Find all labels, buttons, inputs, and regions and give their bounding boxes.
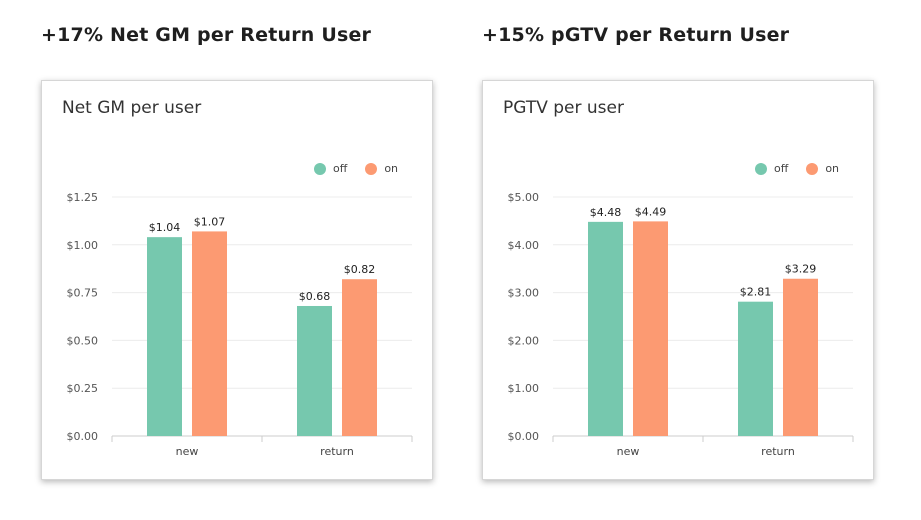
- bar-value-label: $0.82: [344, 263, 376, 276]
- y-tick-label: $1.25: [67, 191, 99, 204]
- bar-off-return: [738, 301, 773, 436]
- legend-swatch-on: [806, 162, 819, 175]
- bar-on-new: [633, 221, 668, 436]
- legend-label-on: on: [384, 162, 399, 175]
- bar-value-label: $0.68: [299, 290, 331, 303]
- bar-on-new: [192, 231, 227, 436]
- bar-value-label: $1.07: [194, 215, 226, 228]
- bar-value-label: $4.48: [590, 206, 622, 219]
- chart-plot-area: $0.00 $0.25 $0.50 $0.75 $1.00 $1.25 $1.04 $1.07…: [67, 191, 413, 458]
- legend-item-on[interactable]: on: [806, 162, 839, 175]
- chart-legend: off on: [314, 162, 398, 175]
- y-tick-label: $3.00: [508, 287, 540, 300]
- headline-pgtv: +15% pGTV per Return User: [482, 24, 790, 46]
- chart-legend: off on: [755, 162, 839, 175]
- headline-net-gm: +17% Net GM per Return User: [41, 24, 372, 46]
- legend-item-off[interactable]: off: [755, 162, 788, 175]
- legend-item-off[interactable]: off: [314, 162, 347, 175]
- chart-card-pgtv: PGTV per user off on $0.00 $1.00 $2.00 $3.0…: [482, 80, 874, 480]
- y-tick-label: $0.00: [67, 430, 99, 443]
- chart-title: Net GM per user: [62, 98, 202, 118]
- x-tick-label: return: [761, 445, 795, 458]
- x-tick-label: new: [176, 445, 199, 458]
- bar-on-return: [342, 279, 377, 436]
- legend-swatch-on: [365, 162, 378, 175]
- bar-value-label: $2.81: [740, 286, 772, 299]
- chart-card-net-gm: Net GM per user off on $0.00 $0.25 $0.50 $0…: [41, 80, 433, 480]
- y-tick-label: $0.00: [508, 430, 540, 443]
- x-tick-label: return: [320, 445, 354, 458]
- y-tick-label: $0.25: [67, 382, 99, 395]
- bar-value-label: $1.04: [149, 221, 181, 234]
- bar-off-new: [147, 237, 182, 436]
- legend-swatch-off: [314, 162, 326, 175]
- y-tick-label: $5.00: [508, 191, 540, 204]
- legend-swatch-off: [755, 162, 767, 175]
- legend-label-off: off: [774, 162, 789, 175]
- y-tick-label: $1.00: [508, 382, 540, 395]
- y-tick-label: $2.00: [508, 334, 540, 347]
- bar-on-return: [783, 278, 818, 436]
- bar-off-return: [297, 305, 332, 436]
- y-tick-label: $0.50: [67, 334, 99, 347]
- y-tick-label: $4.00: [508, 239, 540, 252]
- x-tick-label: new: [617, 445, 640, 458]
- bar-off-new: [588, 221, 623, 436]
- bar-value-label: $3.29: [785, 263, 817, 276]
- chart-plot-area: $0.00 $1.00 $2.00 $3.00 $4.00 $5.00 $4.48 $4.49…: [508, 191, 854, 458]
- legend-label-off: off: [333, 162, 348, 175]
- y-tick-label: $1.00: [67, 239, 99, 252]
- legend-item-on[interactable]: on: [365, 162, 398, 175]
- bar-value-label: $4.49: [635, 205, 667, 218]
- chart-title: PGTV per user: [503, 98, 624, 118]
- y-tick-label: $0.75: [67, 287, 99, 300]
- legend-label-on: on: [825, 162, 840, 175]
